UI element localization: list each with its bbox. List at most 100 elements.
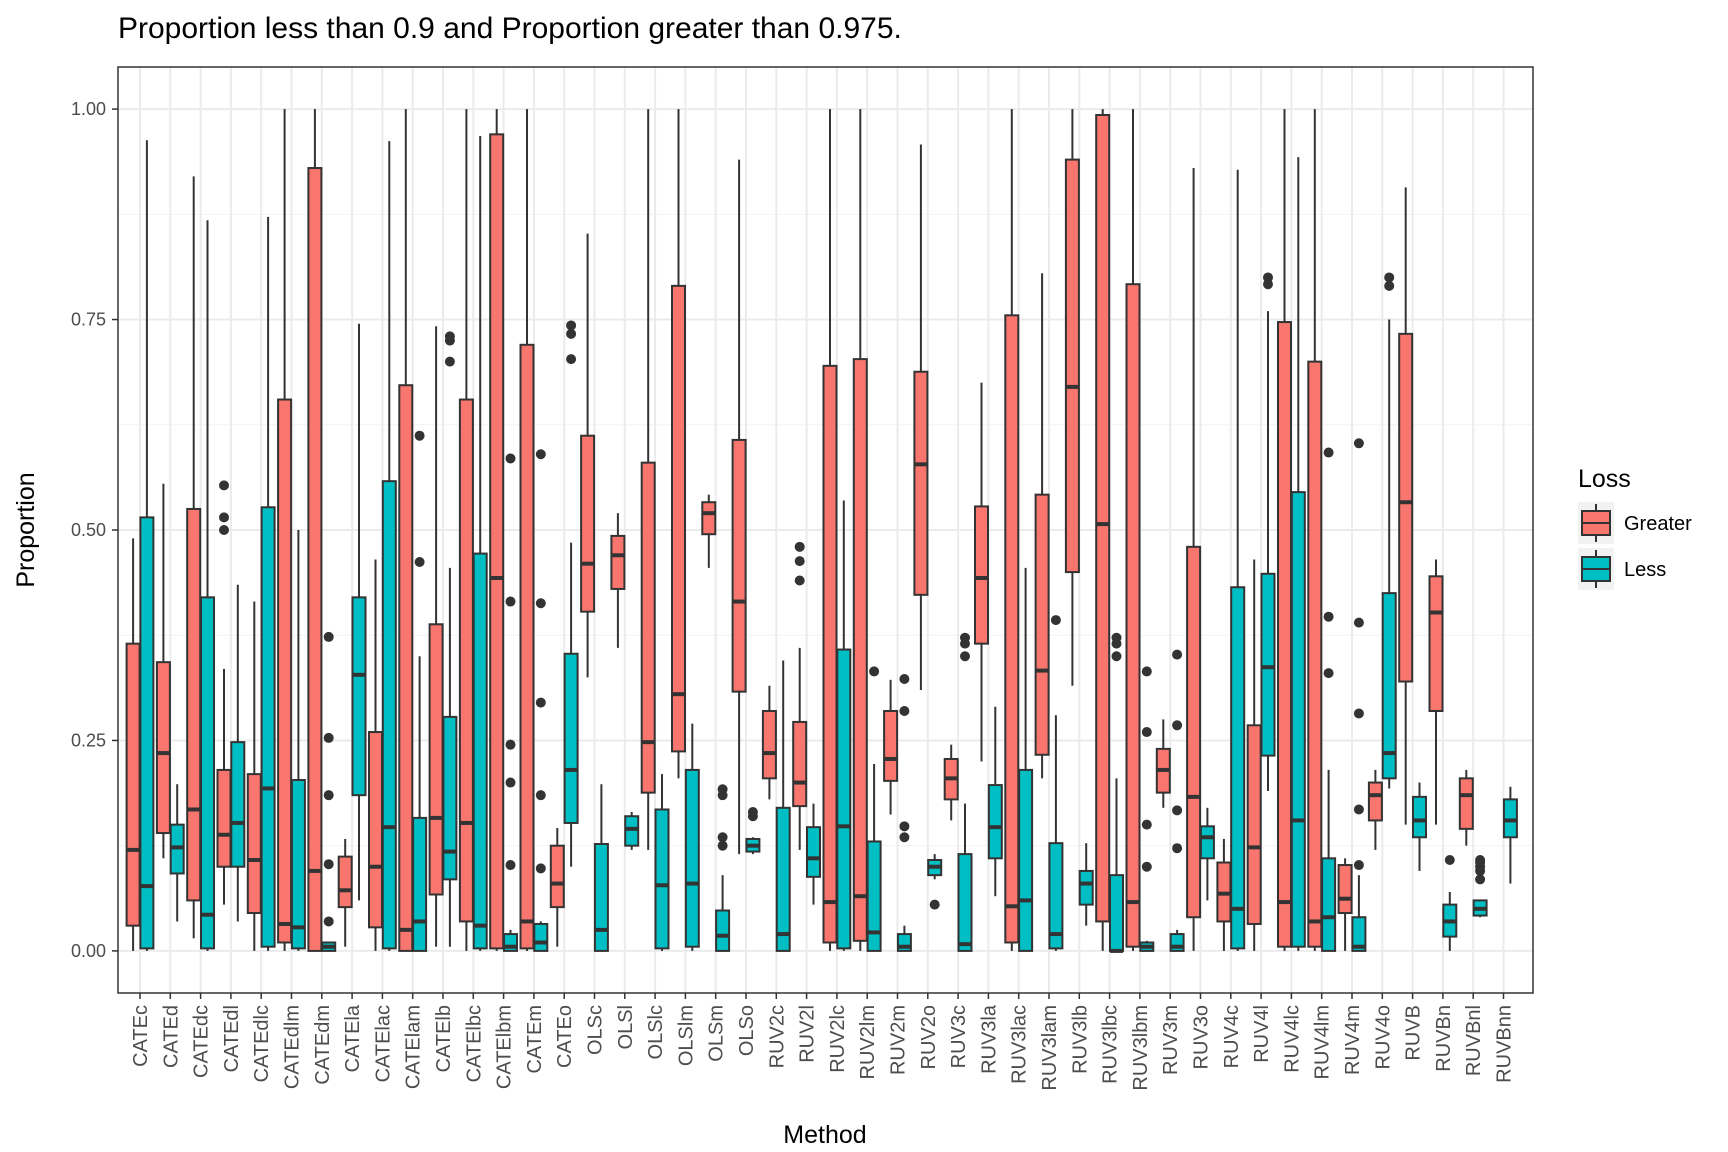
outlier-point	[323, 790, 334, 801]
box-less	[1502, 786, 1518, 884]
x-tick-label: RUV3m	[1160, 1005, 1182, 1075]
outlier-point	[535, 449, 546, 460]
box-less	[896, 674, 912, 952]
box-body	[684, 768, 700, 948]
box-body	[640, 461, 656, 794]
outlier-point	[717, 832, 728, 843]
box-body	[1078, 869, 1094, 906]
box-greater	[1155, 719, 1171, 808]
box-less	[745, 807, 761, 855]
x-tick-label: RUV3la	[978, 1004, 1000, 1074]
box-body	[1048, 842, 1064, 950]
box-body	[1246, 724, 1262, 925]
outlier-point	[794, 541, 805, 552]
outlier-point	[444, 331, 455, 342]
x-tick-label: OLSlc	[645, 1005, 667, 1059]
box-less	[472, 136, 488, 951]
box-body	[230, 741, 246, 868]
box-greater	[1246, 559, 1262, 951]
box-body	[974, 505, 989, 645]
box-body	[1186, 545, 1202, 919]
x-tick-label: CATEdm	[312, 1005, 334, 1085]
x-tick-label: CATEc	[130, 1005, 152, 1067]
box-body	[1321, 857, 1337, 952]
box-greater	[1458, 769, 1474, 846]
box-greater	[125, 538, 141, 951]
box-body	[307, 167, 323, 952]
x-tick-label: RUV2m	[888, 1005, 910, 1075]
box-less	[806, 803, 821, 905]
legend-label: Less	[1624, 559, 1666, 581]
box-less	[987, 706, 1003, 897]
box-less	[715, 784, 731, 952]
box-greater	[1125, 109, 1141, 951]
box-less	[1442, 854, 1458, 951]
outlier-point	[794, 575, 805, 586]
box-greater	[519, 109, 535, 951]
y-axis-title: Proportion	[12, 472, 40, 587]
box-body	[428, 623, 444, 896]
x-tick-label: CATEdc	[191, 1005, 213, 1078]
box-less	[321, 631, 337, 952]
x-tick-label: CATEo	[554, 1005, 576, 1068]
box-less	[654, 774, 670, 951]
box-body	[458, 398, 474, 923]
box-greater	[398, 109, 414, 952]
box-less	[1290, 157, 1306, 951]
outlier-point	[505, 596, 516, 607]
x-tick-label: RUV3lac	[1009, 1005, 1031, 1084]
box-body	[1004, 314, 1020, 944]
box-less	[684, 723, 700, 951]
x-tick-label: CATElb	[433, 1005, 455, 1072]
box-body	[442, 715, 458, 881]
box-body	[1428, 575, 1444, 712]
x-tick-label: OLSl	[615, 1005, 637, 1049]
box-less	[957, 632, 973, 952]
box-body	[1307, 360, 1323, 948]
box-body	[368, 731, 383, 929]
box-greater	[701, 494, 717, 568]
box-body	[731, 438, 747, 693]
outlier-point	[323, 859, 334, 870]
outlier-point	[899, 705, 910, 716]
box-body	[260, 506, 276, 948]
box-less	[533, 449, 549, 952]
box-body	[701, 501, 717, 536]
box-less	[1381, 272, 1397, 789]
outlier-point	[566, 328, 577, 339]
box-body	[489, 133, 505, 950]
outlier-point	[505, 453, 516, 464]
outlier-point	[899, 832, 910, 843]
box-body	[519, 343, 535, 950]
box-body	[866, 840, 882, 952]
x-axis: CATEc CATEd CATEdc CATEdl CATEdlc CATEdlm CATE…	[130, 993, 1516, 1091]
outlier-point	[535, 697, 546, 708]
box-greater	[216, 480, 232, 905]
box-body	[1502, 798, 1518, 839]
box-body	[1260, 572, 1276, 757]
outlier-point	[566, 354, 577, 365]
box-body	[957, 853, 973, 952]
box-less	[1321, 447, 1337, 952]
outlier-point	[414, 556, 425, 567]
box-body	[351, 596, 367, 797]
box-body	[412, 816, 428, 952]
outlier-point	[1050, 615, 1061, 626]
box-less	[139, 140, 155, 951]
box-body	[1458, 777, 1474, 830]
box-less	[1199, 807, 1215, 901]
y-tick-label: 0.25	[71, 730, 106, 750]
box-body	[775, 806, 791, 952]
box-body	[671, 284, 686, 753]
outlier-point	[1172, 843, 1183, 854]
box-greater	[155, 483, 171, 859]
box-body	[987, 784, 1003, 860]
box-body	[1367, 781, 1383, 822]
outlier-point	[717, 784, 728, 795]
x-tick-label: RUV3c	[948, 1005, 970, 1068]
outlier-point	[899, 674, 910, 685]
box-body	[1064, 158, 1080, 574]
box-greater	[246, 601, 262, 951]
x-tick-label: RUV2o	[918, 1005, 940, 1069]
